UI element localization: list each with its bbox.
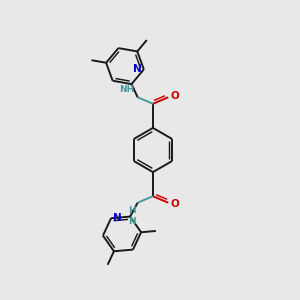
Text: N: N bbox=[133, 64, 142, 74]
Text: N: N bbox=[113, 213, 122, 223]
Text: O: O bbox=[170, 199, 179, 209]
Text: H
N: H N bbox=[128, 206, 136, 226]
Text: NH: NH bbox=[119, 85, 135, 94]
Text: O: O bbox=[170, 91, 179, 101]
